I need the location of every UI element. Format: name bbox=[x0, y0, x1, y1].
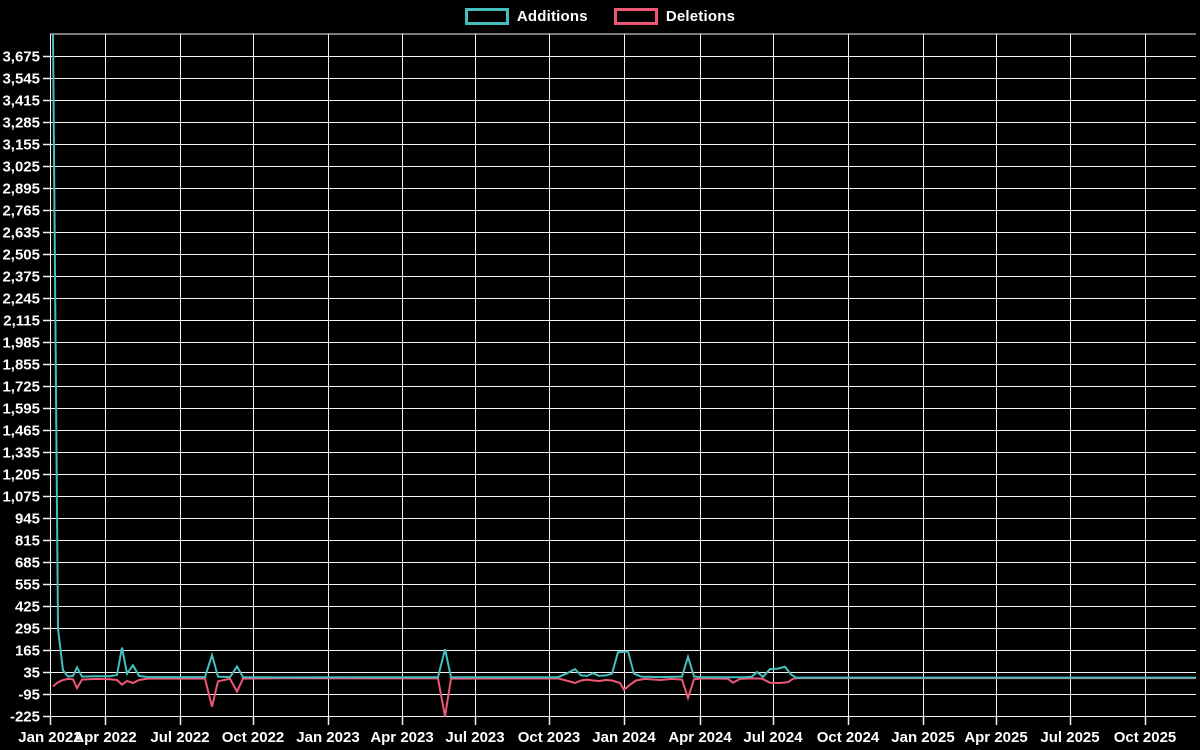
y-tick-label: 35 bbox=[23, 665, 40, 682]
x-tick-label: Apr 2022 bbox=[73, 729, 136, 746]
legend-label-additions: Additions bbox=[516, 8, 588, 25]
x-tick-label: Jul 2024 bbox=[743, 729, 803, 746]
x-tick-label: Apr 2023 bbox=[370, 729, 433, 746]
x-tick-label: Oct 2023 bbox=[518, 729, 581, 746]
y-tick-label: 1,205 bbox=[2, 467, 40, 484]
y-tick-label: 1,335 bbox=[2, 445, 40, 462]
x-tick-label: Jan 2025 bbox=[891, 729, 954, 746]
x-tick-label: Jul 2023 bbox=[445, 729, 504, 746]
x-tick-label: Jul 2022 bbox=[150, 729, 209, 746]
legend-item-additions[interactable]: Additions bbox=[464, 8, 588, 25]
y-tick-label: 3,675 bbox=[2, 49, 40, 66]
x-tick-label: Oct 2025 bbox=[1114, 729, 1177, 746]
y-tick-label: 295 bbox=[15, 621, 40, 638]
y-tick-label: 2,375 bbox=[2, 269, 40, 286]
y-tick-label: -95 bbox=[18, 687, 40, 704]
x-tick-label: Jan 2022 bbox=[18, 729, 81, 746]
x-tick-label: Oct 2022 bbox=[222, 729, 285, 746]
y-tick-label: 1,465 bbox=[2, 423, 40, 440]
y-tick-label: 2,765 bbox=[2, 203, 40, 220]
y-tick-label: 555 bbox=[15, 577, 40, 594]
y-tick-label: 1,725 bbox=[2, 379, 40, 396]
legend-label-deletions: Deletions bbox=[665, 8, 736, 25]
x-tick-label: Jan 2024 bbox=[592, 729, 656, 746]
legend-item-deletions[interactable]: Deletions bbox=[613, 8, 736, 25]
y-tick-label: 2,245 bbox=[2, 291, 40, 308]
x-tick-label: Oct 2024 bbox=[817, 729, 880, 746]
y-tick-label: 165 bbox=[15, 643, 40, 660]
deletions-line bbox=[52, 677, 1196, 717]
y-tick-label: 3,285 bbox=[2, 115, 40, 132]
y-tick-label: 945 bbox=[15, 511, 40, 528]
y-tick-label: 1,985 bbox=[2, 335, 40, 352]
y-tick-label: 1,595 bbox=[2, 401, 40, 418]
x-tick-label: Jan 2023 bbox=[296, 729, 359, 746]
y-tick-label: 3,415 bbox=[2, 93, 40, 110]
y-tick-label: 3,545 bbox=[2, 71, 40, 88]
y-tick-label: 2,635 bbox=[2, 225, 40, 242]
y-tick-label: 685 bbox=[15, 555, 40, 572]
y-tick-label: 2,505 bbox=[2, 247, 40, 264]
y-tick-label: 2,895 bbox=[2, 181, 40, 198]
x-tick-label: Apr 2024 bbox=[668, 729, 732, 746]
y-tick-label: 425 bbox=[15, 599, 40, 616]
y-tick-label: 3,155 bbox=[2, 137, 40, 154]
additions-swatch-icon bbox=[464, 8, 509, 25]
y-tick-label: 1,075 bbox=[2, 489, 40, 506]
y-tick-label: 2,115 bbox=[3, 313, 40, 330]
y-tick-label: 3,025 bbox=[2, 159, 40, 176]
y-tick-label: 1,855 bbox=[2, 357, 40, 374]
x-tick-label: Jul 2025 bbox=[1040, 729, 1099, 746]
y-tick-label: -225 bbox=[10, 709, 40, 726]
deletions-swatch-icon bbox=[613, 8, 658, 25]
x-tick-label: Apr 2025 bbox=[964, 729, 1027, 746]
additions-line bbox=[52, 33, 1196, 679]
chart-legend: Additions Deletions bbox=[0, 8, 1200, 25]
y-tick-label: 815 bbox=[15, 533, 40, 550]
